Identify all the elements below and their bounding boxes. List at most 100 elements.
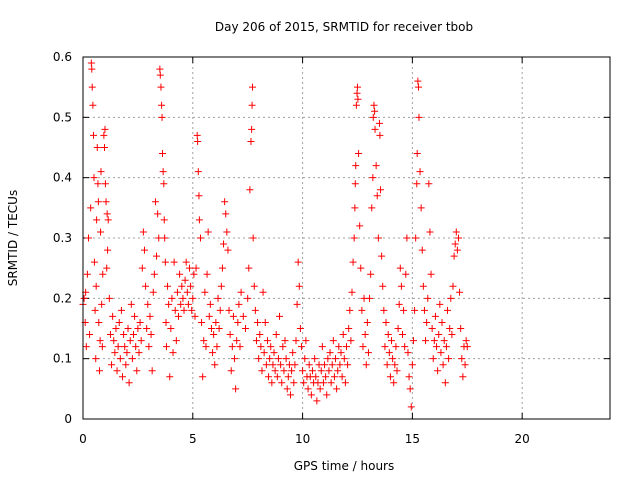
data-point (280, 367, 288, 375)
data-point (144, 300, 152, 308)
data-point (268, 379, 276, 387)
data-point (187, 282, 195, 290)
data-point (224, 246, 232, 254)
data-point (371, 107, 379, 115)
data-point (276, 312, 284, 320)
data-point (88, 83, 96, 91)
data-point (248, 125, 256, 133)
data-point (101, 144, 109, 151)
data-point (154, 210, 162, 218)
data-point (94, 180, 102, 188)
data-point (101, 180, 109, 188)
data-point (353, 89, 361, 97)
data-point (372, 162, 380, 170)
data-point (319, 379, 327, 387)
data-point (384, 331, 392, 339)
data-point (340, 355, 348, 363)
data-point (160, 180, 168, 188)
data-point (270, 349, 278, 357)
data-point (133, 367, 141, 375)
data-point (93, 144, 101, 151)
data-point (153, 252, 161, 260)
data-point (156, 65, 164, 73)
data-point (150, 270, 158, 278)
data-point (95, 318, 103, 326)
data-point (110, 337, 118, 345)
data-point (112, 325, 120, 332)
data-point (291, 361, 299, 369)
data-point (461, 361, 469, 369)
chart-title: Day 206 of 2015, SRMTID for receiver tbo… (215, 20, 473, 34)
x-tick-label: 0 (79, 432, 87, 446)
data-point (329, 337, 337, 345)
data-point (254, 318, 262, 326)
x-tick-label: 15 (405, 432, 420, 446)
x-tick-label: 5 (189, 432, 197, 446)
data-point (235, 300, 243, 308)
data-point (117, 306, 125, 314)
data-point (84, 234, 92, 242)
data-point (419, 282, 427, 290)
data-point (343, 343, 350, 351)
data-point (220, 240, 228, 248)
data-point (407, 403, 415, 411)
y-tick-label: 0.5 (53, 110, 72, 124)
data-point (182, 258, 190, 266)
data-point (352, 162, 360, 170)
data-point (104, 246, 112, 254)
data-point (245, 264, 253, 272)
data-point (287, 391, 295, 399)
data-point (378, 252, 386, 260)
data-point (155, 234, 163, 242)
data-point (265, 373, 273, 381)
data-point (214, 294, 222, 302)
data-point (395, 300, 403, 308)
data-point (145, 343, 153, 351)
data-point (304, 385, 312, 393)
data-point (223, 228, 231, 236)
data-point (353, 83, 361, 91)
data-point (80, 294, 88, 302)
data-point (313, 397, 321, 405)
y-axis-label: SRMTID / TECUs (6, 190, 20, 286)
data-point (447, 294, 455, 302)
data-point (124, 325, 132, 332)
data-point (351, 180, 359, 188)
data-point (139, 228, 147, 236)
data-point (408, 361, 416, 369)
data-point (351, 204, 359, 212)
data-point (218, 264, 226, 272)
data-point (180, 306, 188, 314)
data-point (367, 270, 375, 278)
data-point (127, 300, 135, 308)
data-point (300, 379, 308, 387)
data-point (333, 385, 341, 393)
data-point (428, 325, 436, 332)
data-point (373, 192, 381, 200)
data-point (82, 343, 90, 351)
data-point (354, 95, 362, 103)
data-point (106, 331, 114, 339)
data-point (458, 355, 466, 363)
data-point (142, 282, 150, 290)
data-point (405, 373, 413, 381)
x-tick-label: 20 (515, 432, 530, 446)
data-point (162, 318, 170, 326)
data-point (92, 355, 100, 363)
data-point (436, 300, 444, 308)
data-point (196, 234, 204, 242)
data-point (388, 337, 396, 345)
data-point (98, 343, 106, 351)
data-point (87, 204, 95, 212)
data-point (289, 349, 297, 357)
data-point (90, 258, 98, 266)
data-point (105, 294, 113, 302)
x-tick-label: 10 (295, 432, 310, 446)
data-point (446, 325, 454, 332)
data-point (92, 282, 100, 290)
y-tick-label: 0.1 (53, 352, 72, 366)
data-point (406, 385, 414, 393)
data-point (420, 306, 428, 314)
data-point (362, 361, 370, 369)
data-point (160, 216, 168, 224)
